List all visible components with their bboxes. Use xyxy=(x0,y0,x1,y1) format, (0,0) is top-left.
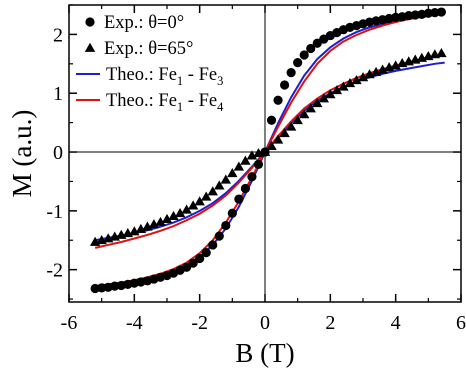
data-point-circle xyxy=(221,220,231,231)
data-point-circle xyxy=(436,7,446,17)
x-tick-label: 6 xyxy=(456,312,466,334)
data-point-triangle xyxy=(344,78,356,88)
data-point-triangle xyxy=(279,128,290,138)
y-axis-title: M (a.u.) xyxy=(7,110,37,198)
data-point-triangle xyxy=(318,93,329,103)
data-point-triangle xyxy=(325,89,336,99)
data-point-triangle xyxy=(312,98,323,108)
x-tick-label: -4 xyxy=(126,312,143,334)
y-tick-label: 1 xyxy=(53,83,63,105)
data-point-triangle xyxy=(357,72,369,82)
data-point-circle xyxy=(208,240,218,250)
data-point-circle xyxy=(312,38,322,48)
y-tick-label: -2 xyxy=(46,260,63,282)
data-point-circle xyxy=(306,43,316,54)
data-point-triangle xyxy=(338,81,349,91)
data-point-circle xyxy=(293,58,303,68)
data-point-circle xyxy=(253,159,264,169)
data-point-triangle xyxy=(305,103,316,113)
data-point-circle xyxy=(266,115,277,125)
data-point-triangle xyxy=(168,210,179,221)
data-point-triangle xyxy=(135,223,147,233)
legend-marker-circle xyxy=(85,17,95,27)
data-point-circle xyxy=(195,253,205,264)
y-tick-label: -1 xyxy=(46,201,63,223)
legend-label-main: Theo.: Fe xyxy=(106,91,177,111)
legend-label-mid: - Fe xyxy=(183,65,217,85)
data-point-triangle xyxy=(390,60,401,70)
x-axis-title: B (T) xyxy=(235,338,294,368)
y-tick-label: 0 xyxy=(53,142,63,164)
data-point-triangle xyxy=(266,140,277,151)
theory-line-3-branch-b xyxy=(94,61,445,242)
data-point-circle xyxy=(280,80,290,90)
data-point-circle xyxy=(214,231,224,241)
x-tick-label: -6 xyxy=(61,312,78,334)
data-point-triangle xyxy=(377,64,388,74)
data-point-circle xyxy=(234,194,244,204)
data-point-triangle xyxy=(187,200,199,210)
data-point-circle xyxy=(201,247,211,258)
data-point-triangle xyxy=(155,216,166,226)
data-point-circle xyxy=(273,95,283,105)
data-point-circle xyxy=(247,172,257,182)
legend-subscript: 4 xyxy=(217,100,224,114)
data-point-triangle xyxy=(148,219,160,229)
x-tick-label: -2 xyxy=(191,312,208,334)
data-point-triangle xyxy=(246,150,258,160)
plot-area xyxy=(69,5,461,302)
data-point-circle xyxy=(227,208,237,218)
data-point-triangle xyxy=(194,196,205,206)
legend-subscript: 1 xyxy=(177,74,183,88)
data-point-triangle xyxy=(299,109,310,119)
data-point-circle xyxy=(188,258,198,268)
axes: -6 -4 -2 0 2 4 6 -2 -1 0 1 2 B (T) M (a.u.) xyxy=(7,4,466,368)
data-point-circle xyxy=(182,262,192,272)
legend-label: Theo.: Fe1 - Fe4 xyxy=(106,91,224,114)
data-point-triangle xyxy=(207,186,218,196)
data-point-triangle xyxy=(161,213,173,223)
data-point-circle xyxy=(299,50,309,60)
data-point-triangle xyxy=(214,180,225,190)
data-point-triangle xyxy=(181,204,192,214)
data-point-triangle xyxy=(285,121,297,131)
x-tick-label: 4 xyxy=(391,312,401,334)
data-point-triangle xyxy=(272,134,284,144)
legend-label: Exp.: θ=65° xyxy=(104,39,193,59)
legend-label: Exp.: θ=0° xyxy=(104,13,184,33)
x-tick-label: 2 xyxy=(325,312,335,334)
legend-subscript: 3 xyxy=(217,74,223,88)
legend-subscript: 1 xyxy=(177,100,183,114)
data-point-circle xyxy=(286,68,296,78)
data-point-triangle xyxy=(233,161,245,171)
data-point-triangle xyxy=(142,221,153,231)
data-point-triangle xyxy=(201,191,212,201)
y-tick-label: 2 xyxy=(53,24,63,46)
data-point-triangle xyxy=(220,174,231,184)
data-point-triangle xyxy=(227,168,238,178)
data-point-triangle xyxy=(436,48,447,58)
data-point-triangle xyxy=(351,75,362,85)
data-point-circle xyxy=(240,183,250,194)
legend-label-mid: - Fe xyxy=(183,91,217,111)
legend-label-main: Theo.: Fe xyxy=(106,65,177,85)
data-point-triangle xyxy=(259,146,271,156)
data-point-triangle xyxy=(364,69,375,79)
data-point-triangle xyxy=(240,155,251,165)
data-point-triangle xyxy=(370,66,382,76)
legend-marker-triangle xyxy=(84,42,96,52)
data-point-triangle xyxy=(174,207,186,218)
x-tick-label: 0 xyxy=(260,312,270,334)
data-point-triangle xyxy=(129,226,140,236)
data-point-triangle xyxy=(331,85,343,95)
legend: Exp.: θ=0°Exp.: θ=65°Theo.: Fe1 - Fe3The… xyxy=(76,13,224,114)
legend-label: Theo.: Fe1 - Fe3 xyxy=(106,65,223,88)
data-point-triangle xyxy=(292,115,303,125)
